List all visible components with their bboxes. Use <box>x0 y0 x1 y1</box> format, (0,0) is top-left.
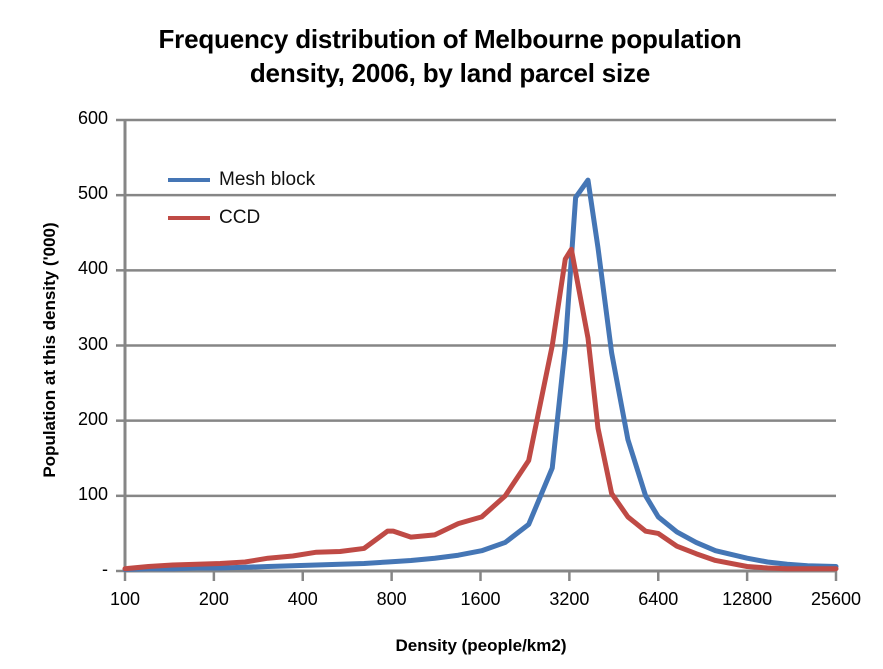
series-line-mesh-block <box>122 177 839 572</box>
x-tick-label: 3200 <box>549 589 590 609</box>
legend-swatch-ccd <box>168 216 210 220</box>
x-tick-label: 1600 <box>460 589 501 609</box>
x-tick-label: 6400 <box>638 589 679 609</box>
x-tick-label: 200 <box>198 589 229 609</box>
legend-swatch-mesh-block <box>168 178 210 182</box>
chart-title-line-2: density, 2006, by land parcel size <box>249 58 651 89</box>
y-tick-label: 100 <box>77 483 108 504</box>
chart-title: Frequency distribution of Melbourne popu… <box>70 22 830 91</box>
x-tick-label: 100 <box>109 589 141 609</box>
gridlines <box>125 118 836 498</box>
tick-marks <box>116 118 838 581</box>
data-series-lines <box>122 177 839 572</box>
x-tick-label: 12800 <box>722 589 773 609</box>
y-tick-label: - <box>102 559 108 579</box>
chart-title-line-1: Frequency distribution of Melbourne popu… <box>158 24 742 54</box>
legend-label-ccd: CCD <box>219 207 261 228</box>
y-tick-label: 200 <box>77 408 108 429</box>
y-tick-label: 400 <box>77 258 108 279</box>
legend-item-ccd: CCD <box>168 199 398 237</box>
x-tick-label: 25600 <box>810 589 862 609</box>
y-tick-label: 600 <box>77 108 108 128</box>
y-tick-label: 500 <box>77 183 108 204</box>
series-line-ccd <box>122 246 839 572</box>
chart-legend: Mesh block CCD <box>168 161 398 237</box>
legend-item-mesh-block: Mesh block <box>168 161 398 199</box>
x-axis-title: Density (people/km2) <box>395 636 567 655</box>
x-tick-label: 400 <box>287 589 318 609</box>
y-tick-label: 300 <box>77 333 108 354</box>
x-tick-label: 800 <box>376 589 407 609</box>
legend-label-mesh-block: Mesh block <box>219 169 316 190</box>
